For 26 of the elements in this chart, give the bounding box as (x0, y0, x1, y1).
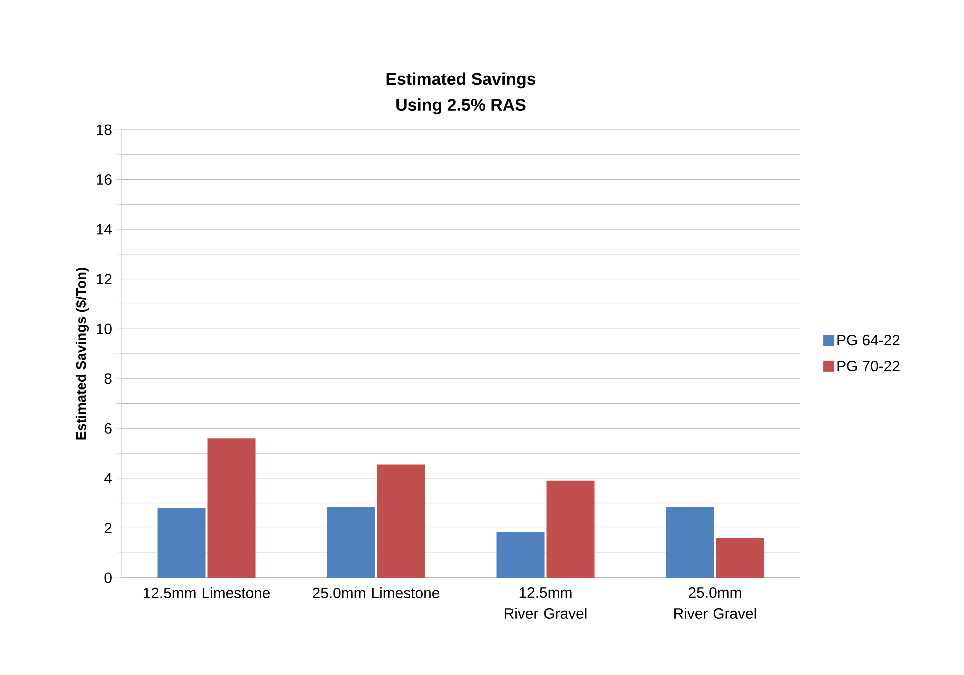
y-tick-label: 8 (104, 374, 112, 384)
x-tick-label: 25.0mm Limestone (313, 588, 440, 598)
bar (546, 480, 595, 578)
y-tick-label: 16 (97, 174, 112, 186)
x-tick-label: 12.5mm Limestone (144, 588, 270, 598)
bar (496, 532, 545, 578)
x-tick-label: 12.5mm River Gravel (505, 588, 587, 619)
y-axis-title: Estimated Savings ($/Ton) (76, 268, 90, 440)
y-tick-label: 2 (104, 522, 112, 534)
y-tick-label: 12 (97, 274, 112, 285)
y-tick-label: 0 (104, 572, 112, 584)
bar (666, 507, 714, 578)
bar (716, 538, 764, 578)
x-tick-label: 25.0mm River Gravel (674, 588, 756, 619)
y-tick-label: 4 (104, 473, 112, 484)
bar (377, 464, 426, 578)
legend-label: PG 70-22 (838, 360, 900, 372)
bar (327, 507, 376, 578)
bar (158, 508, 206, 578)
legend-label: PG 64-22 (838, 335, 900, 346)
bar (208, 438, 256, 578)
y-tick-label: 14 (97, 224, 112, 235)
chart-title: Estimated Savings Using 2.5% RAS (386, 72, 536, 114)
y-tick-label: 18 (97, 124, 112, 136)
y-tick-label: 10 (97, 324, 112, 334)
y-tick-label: 6 (104, 423, 112, 434)
